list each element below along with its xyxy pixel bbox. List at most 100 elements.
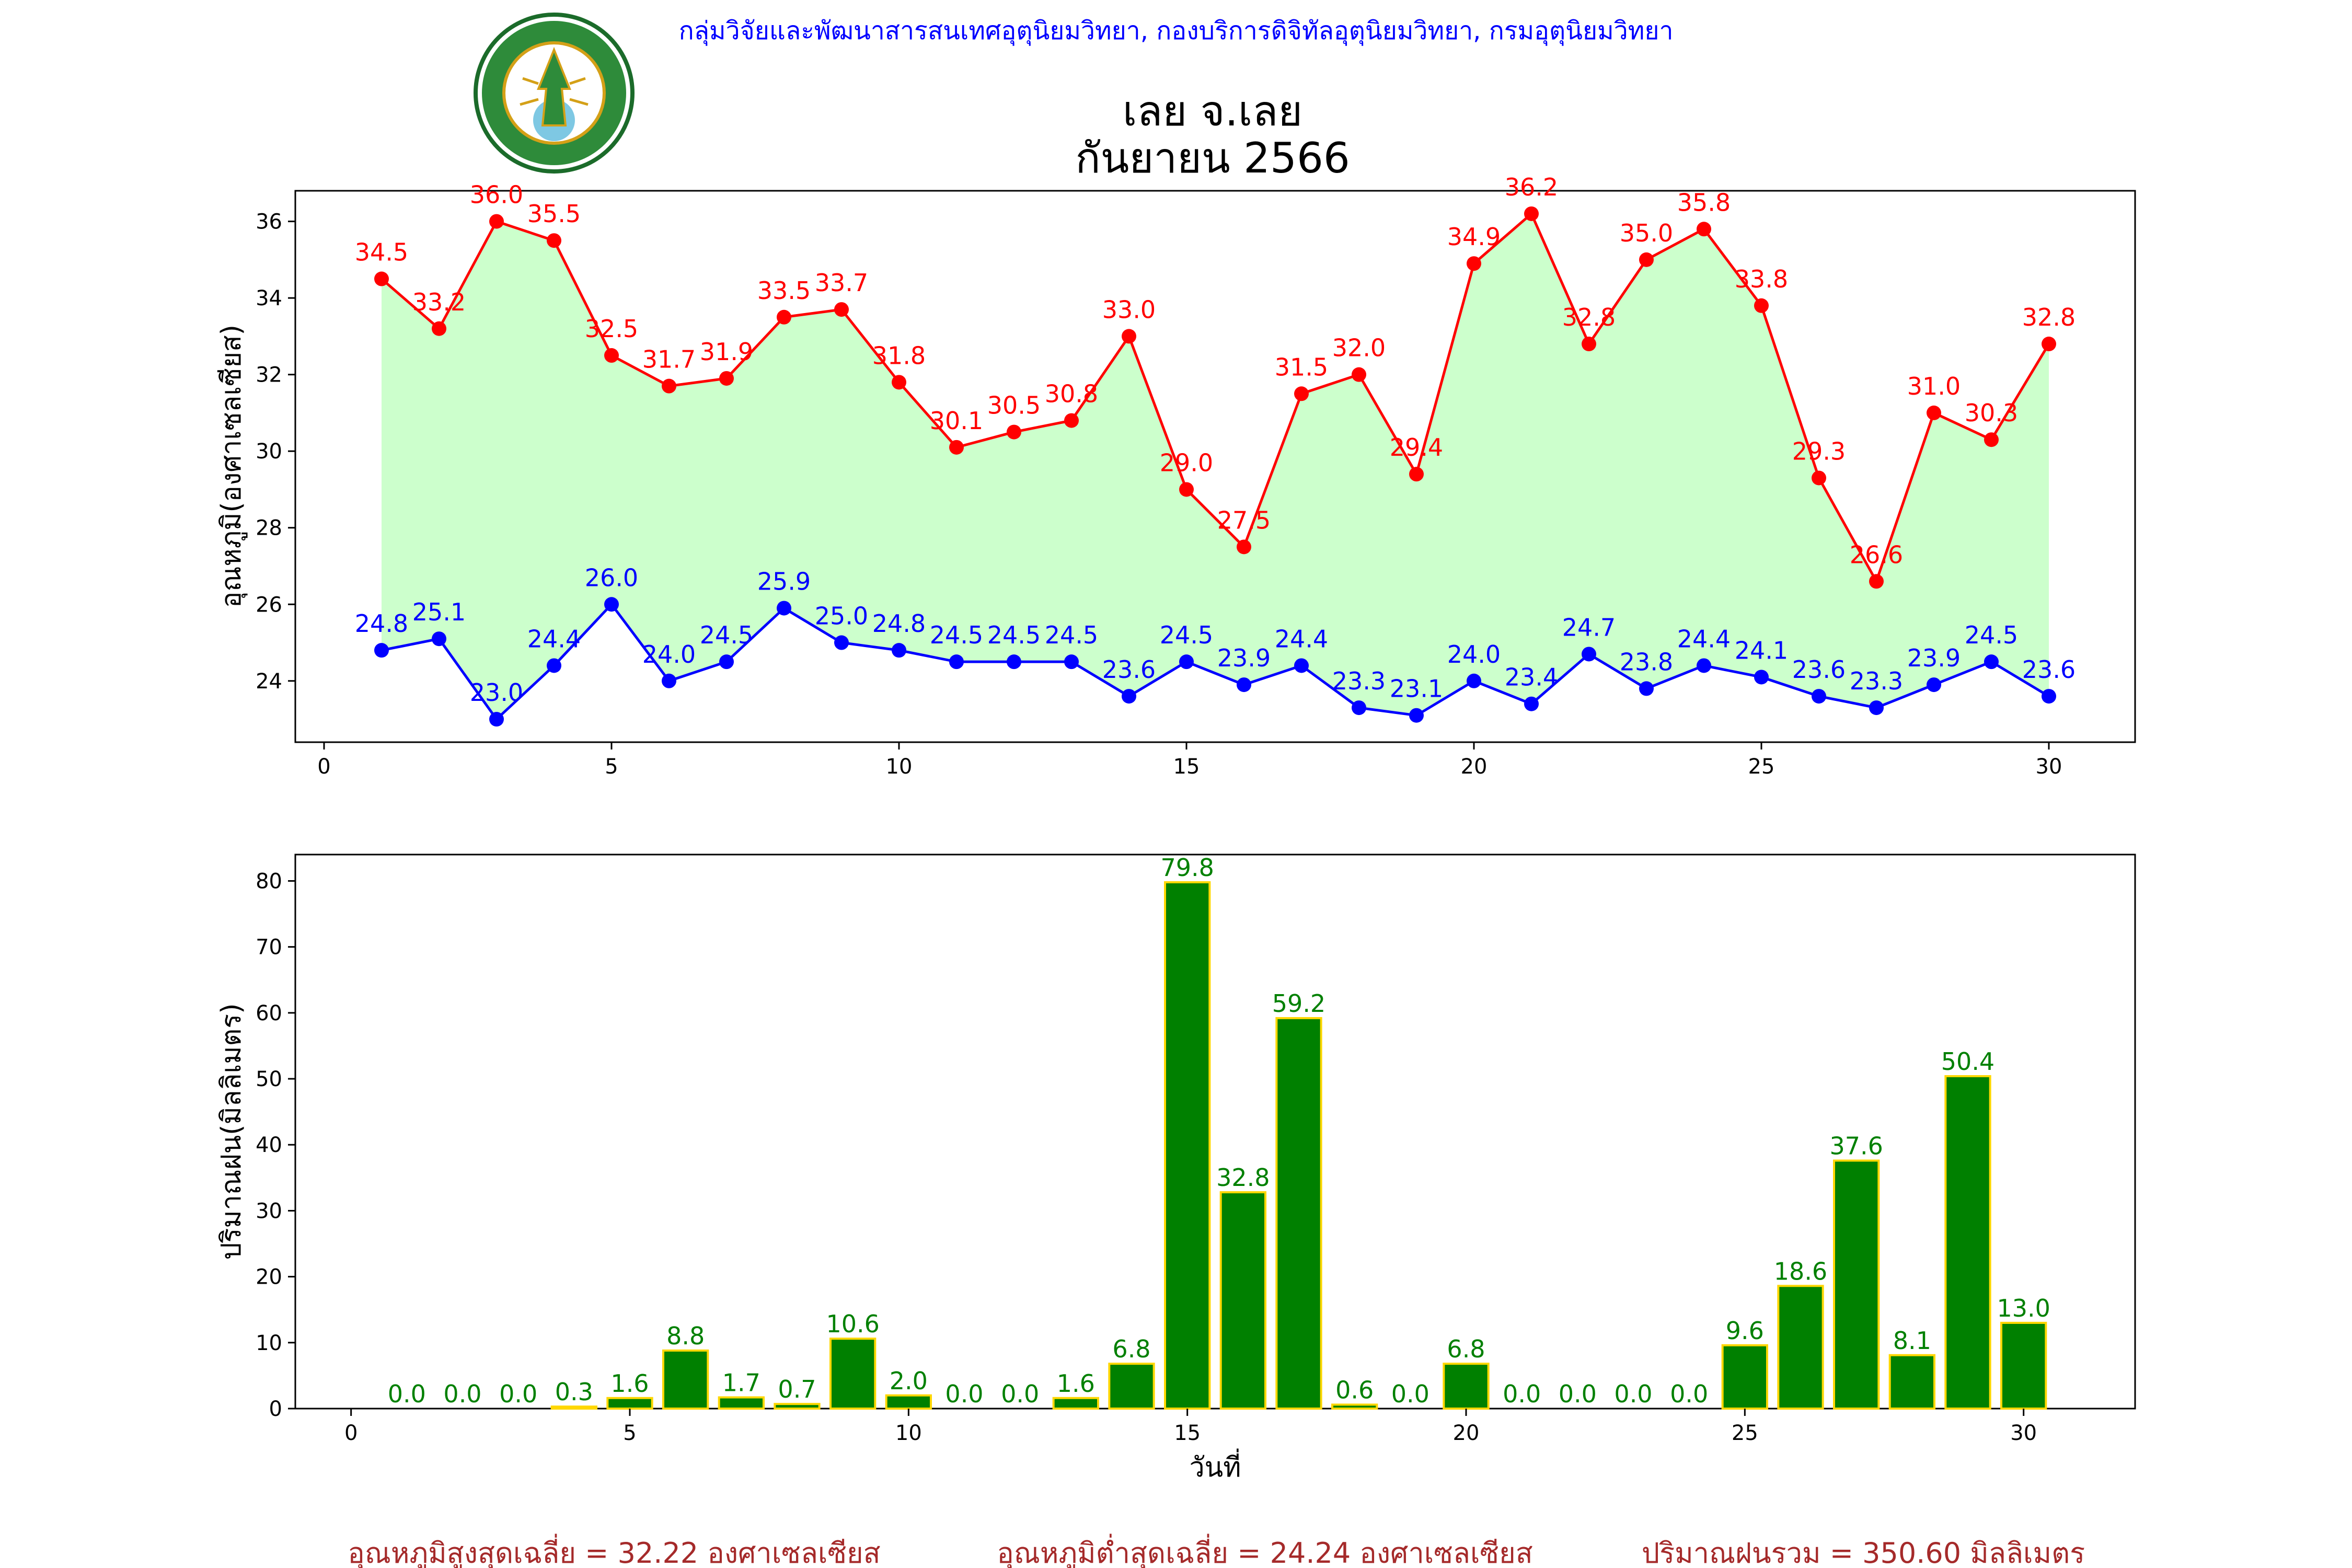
- rainfall-y-tick-label: 30: [256, 1199, 282, 1223]
- min-temperature-point: [834, 635, 849, 650]
- min-temperature-data-label: 24.4: [527, 625, 581, 653]
- rainfall-data-label: 0.0: [1559, 1380, 1597, 1408]
- max-temperature-data-label: 32.5: [585, 315, 638, 343]
- rainfall-bar: [1777, 1285, 1824, 1410]
- temperature-y-tick-label: 30: [256, 440, 282, 464]
- temperature-chart: 34.533.2 36.035.5 32.531.7 31.9 33.5 33.7 31.8…: [216, 173, 2136, 779]
- organization-header: กลุ่มวิจัยและพัฒนาสารสนเทศอุตุนิยมวิทยา,…: [679, 16, 1674, 46]
- rainfall-data-label: 0.0: [1391, 1380, 1429, 1408]
- temperature-x-tick-label: 15: [1173, 755, 1200, 779]
- rainfall-data-label: 37.6: [1829, 1132, 1883, 1160]
- rainfall-bar: [1443, 1363, 1490, 1410]
- rainfall-y-tick-label: 80: [256, 869, 282, 893]
- min-temperature-data-label: 24.1: [1735, 636, 1788, 664]
- max-temperature-data-label: 26.6: [1850, 540, 1903, 569]
- rainfall-bar: [885, 1394, 932, 1410]
- max-temperature-point: [1294, 386, 1309, 401]
- min-temperature-point: [432, 631, 446, 647]
- max-temperature-point: [1122, 329, 1136, 344]
- max-temperature-point: [1409, 467, 1424, 482]
- max-temperature-point: [1524, 206, 1539, 221]
- temperature-range-fill: [382, 213, 2049, 720]
- max-temperature-data-label: 30.1: [930, 407, 983, 435]
- rainfall-data-label: 79.8: [1160, 854, 1214, 882]
- rainfall-x-tick-label: 10: [895, 1421, 922, 1445]
- rainfall-bar: [1108, 1363, 1155, 1410]
- max-temperature-data-label: 30.8: [1045, 380, 1098, 408]
- max-temperature-point: [1754, 298, 1769, 313]
- min-temperature-data-label: 24.5: [1965, 621, 2018, 649]
- max-temperature-point: [719, 371, 734, 386]
- rainfall-data-label: 1.7: [722, 1369, 760, 1397]
- min-temperature-data-label: 24.5: [1160, 621, 1213, 649]
- max-temperature-point: [1467, 256, 1481, 271]
- rainfall-y-axis-label: ปริมาณฝน(มิลลิเมตร): [216, 1003, 247, 1260]
- rainfall-data-label: 18.6: [1774, 1257, 1827, 1285]
- min-temperature-point: [1409, 708, 1424, 723]
- max-temperature-data-label: 32.0: [1332, 334, 1386, 362]
- max-temperature-point: [1639, 252, 1654, 267]
- max-temperature-point: [1869, 574, 1884, 589]
- max-temperature-point: [777, 309, 791, 325]
- rainfall-bar: [1275, 1017, 1322, 1410]
- rainfall-bar: [1721, 1344, 1769, 1410]
- min-temperature-data-label: 24.5: [987, 621, 1041, 649]
- min-temperature-point: [1467, 673, 1481, 688]
- rainfall-x-tick-label: 20: [1453, 1421, 1480, 1445]
- min-temperature-point: [1122, 689, 1136, 704]
- rainfall-bar: [1164, 881, 1211, 1410]
- max-temperature-point: [834, 302, 849, 317]
- max-temperature-data-label: 33.0: [1102, 295, 1156, 324]
- min-temperature-point: [1064, 654, 1079, 670]
- max-temperature-data-label: 31.8: [872, 341, 926, 370]
- rainfall-data-label: 9.6: [1726, 1317, 1764, 1345]
- rainfall-bar: [774, 1403, 821, 1410]
- max-temperature-point: [662, 378, 676, 394]
- max-temperature-data-label: 35.8: [1677, 188, 1731, 216]
- rainfall-data-label: 1.6: [1057, 1369, 1095, 1398]
- min-temperature-point: [719, 654, 734, 670]
- rainfall-y-tick-label: 20: [256, 1265, 282, 1289]
- chart-title-station: เลย จ.เลย: [1123, 87, 1302, 135]
- max-temperature-point: [432, 321, 446, 336]
- rainfall-y-tick-label: 70: [256, 936, 282, 960]
- min-temperature-point: [1582, 647, 1596, 662]
- summary-avg-min-temp: อุณหภูมิต่ำสุดเฉลี่ย = 24.24 องศาเซลเซีย…: [997, 1534, 1532, 1568]
- max-temperature-data-label: 35.0: [1620, 219, 1673, 247]
- max-temperature-point: [949, 440, 964, 455]
- temperature-x-tick-label: 20: [1461, 755, 1488, 779]
- rainfall-data-label: 0.0: [388, 1380, 426, 1408]
- rainfall-x-tick-label: 0: [344, 1421, 358, 1445]
- rainfall-data-label: 6.8: [1112, 1335, 1150, 1363]
- min-temperature-point: [1294, 658, 1309, 673]
- max-temperature-data-label: 29.4: [1390, 433, 1443, 462]
- rainfall-data-label: 0.0: [1001, 1380, 1039, 1408]
- min-temperature-point: [1697, 658, 1711, 673]
- min-temperature-data-label: 24.4: [1275, 625, 1328, 653]
- max-temperature-data-label: 36.0: [470, 181, 523, 209]
- rainfall-plot-frame: [294, 854, 2136, 1410]
- min-temperature-data-label: 23.8: [1620, 648, 1673, 676]
- min-temperature-data-label: 25.0: [815, 602, 868, 630]
- rainfall-data-label: 0.0: [1614, 1380, 1652, 1408]
- rainfall-bar: [1944, 1075, 1991, 1410]
- rainfall-bar: [1052, 1397, 1099, 1410]
- rainfall-data-label: 0.7: [778, 1375, 816, 1403]
- rainfall-y-tick-label: 50: [256, 1067, 282, 1091]
- temperature-y-tick-label: 28: [256, 516, 282, 540]
- rainfall-bar: [2000, 1321, 2047, 1410]
- max-temperature-data-label: 31.9: [700, 338, 753, 366]
- min-temperature-data-label: 24.8: [355, 609, 408, 638]
- min-temperature-data-label: 23.9: [1907, 644, 1961, 672]
- min-temperature-data-label: 24.5: [700, 621, 753, 649]
- min-temperature-data-label: 24.0: [642, 640, 696, 668]
- rainfall-y-tick-label: 10: [256, 1331, 282, 1355]
- max-temperature-point: [1927, 405, 1941, 420]
- min-temperature-data-label: 23.1: [1390, 675, 1443, 703]
- rainfall-data-label: 32.8: [1216, 1163, 1270, 1192]
- max-temperature-point: [1064, 413, 1079, 428]
- min-temperature-data-label: 23.0: [470, 678, 523, 707]
- min-temperature-data-label: 23.3: [1332, 667, 1386, 695]
- max-temperature-point: [2042, 337, 2056, 352]
